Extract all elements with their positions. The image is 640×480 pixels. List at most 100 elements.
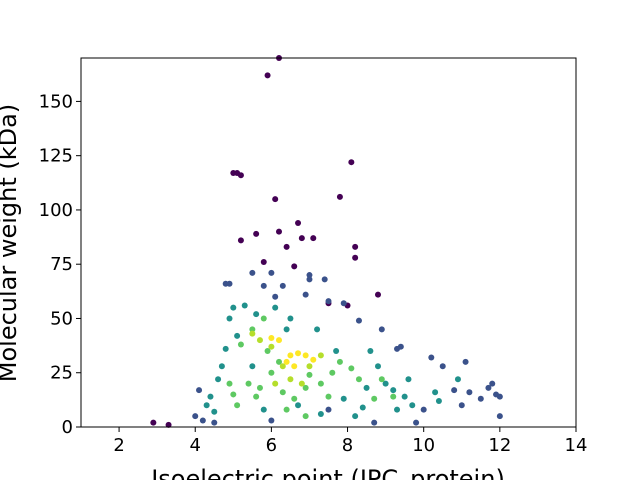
- point: [279, 389, 286, 396]
- point: [226, 280, 233, 287]
- point: [295, 350, 302, 357]
- point: [253, 230, 260, 237]
- point: [413, 419, 420, 426]
- point: [336, 193, 343, 200]
- point: [302, 352, 309, 359]
- point: [382, 380, 389, 387]
- point: [302, 291, 309, 298]
- point: [260, 259, 267, 266]
- point: [355, 376, 362, 383]
- point: [276, 358, 282, 365]
- point: [439, 363, 446, 370]
- point: [489, 380, 496, 387]
- point: [317, 410, 324, 417]
- point: [237, 341, 244, 348]
- point: [295, 402, 302, 409]
- point: [401, 393, 408, 400]
- point: [291, 263, 298, 270]
- point: [283, 358, 290, 365]
- point: [355, 317, 362, 324]
- point: [409, 402, 416, 409]
- point: [199, 417, 206, 424]
- point: [435, 397, 442, 404]
- point: [253, 393, 260, 400]
- point: [268, 335, 275, 342]
- point: [375, 291, 381, 298]
- point: [496, 413, 503, 420]
- point: [340, 300, 347, 307]
- plot-frame: [80, 57, 577, 428]
- point: [268, 343, 275, 350]
- point: [454, 376, 461, 383]
- point: [218, 363, 225, 370]
- point: [211, 408, 218, 415]
- point: [249, 269, 256, 276]
- point: [291, 395, 298, 402]
- point: [245, 380, 252, 387]
- point: [256, 337, 263, 344]
- point: [325, 406, 332, 413]
- point: [287, 376, 294, 383]
- point: [264, 72, 271, 79]
- point: [249, 326, 256, 333]
- y-tick-label: 150: [39, 91, 73, 112]
- point: [306, 276, 313, 283]
- point: [272, 380, 279, 387]
- point: [352, 413, 359, 420]
- point: [226, 380, 233, 387]
- point: [207, 393, 214, 400]
- point: [150, 419, 157, 426]
- point: [279, 363, 286, 370]
- point: [428, 354, 435, 361]
- point: [451, 387, 458, 394]
- point: [367, 348, 374, 355]
- y-tick-label: 125: [39, 146, 73, 167]
- point: [253, 311, 260, 318]
- x-tick-label: 10: [412, 435, 435, 456]
- point: [237, 172, 244, 179]
- point: [340, 395, 347, 402]
- point: [390, 393, 397, 400]
- point: [458, 402, 465, 409]
- x-tick-label: 6: [266, 435, 277, 456]
- point: [477, 395, 484, 402]
- point: [276, 337, 282, 344]
- x-axis-label: Isoelectric point (IPC_protein): [151, 465, 505, 480]
- point: [325, 298, 332, 305]
- point: [295, 219, 302, 226]
- point: [378, 376, 385, 383]
- point: [268, 269, 275, 276]
- x-tick-label: 14: [565, 435, 588, 456]
- y-tick-label: 0: [62, 417, 73, 438]
- point: [348, 159, 355, 166]
- point: [375, 363, 381, 370]
- point: [306, 371, 313, 378]
- point: [260, 406, 267, 413]
- point: [211, 419, 218, 426]
- point: [352, 243, 359, 250]
- point: [359, 404, 366, 411]
- point: [420, 406, 427, 413]
- point: [234, 332, 241, 339]
- point: [321, 276, 328, 283]
- point: [279, 282, 286, 289]
- point: [260, 282, 267, 289]
- point: [302, 384, 309, 391]
- point: [237, 237, 244, 244]
- y-axis-label: Molecular weight (kDa): [0, 104, 22, 382]
- point: [397, 343, 404, 350]
- point: [485, 384, 492, 391]
- y-tick-label: 75: [50, 254, 73, 275]
- point: [276, 228, 282, 235]
- point: [272, 196, 279, 203]
- point: [268, 369, 275, 376]
- point: [230, 391, 237, 398]
- point: [272, 304, 279, 311]
- point: [222, 345, 229, 352]
- point: [405, 376, 412, 383]
- point: [298, 380, 305, 387]
- point: [363, 384, 370, 391]
- x-tick-label: 8: [342, 435, 353, 456]
- point: [496, 393, 503, 400]
- x-tick-label: 4: [190, 435, 201, 456]
